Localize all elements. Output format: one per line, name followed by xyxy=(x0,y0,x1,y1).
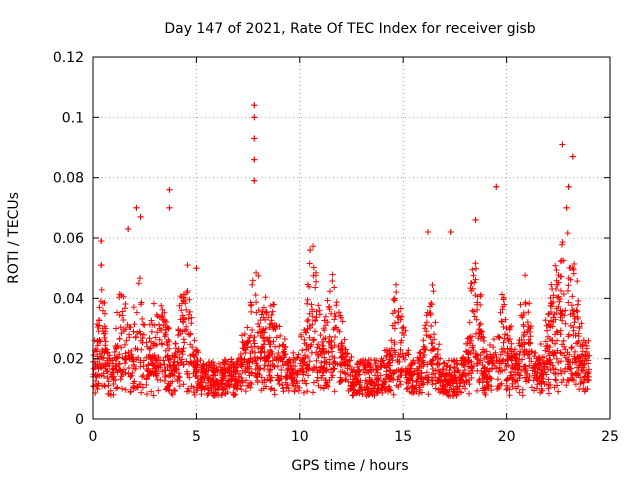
roti-outlier-point xyxy=(493,183,500,190)
roti-outlier-point xyxy=(125,225,132,232)
data-points xyxy=(90,102,593,399)
y-tick-label: 0.1 xyxy=(62,110,84,126)
roti-outlier-point xyxy=(447,228,454,235)
x-tick-label: 0 xyxy=(89,429,98,445)
roti-outlier-point xyxy=(569,153,576,160)
roti-outlier-point xyxy=(166,204,173,211)
y-axis-label: ROTI / TECUs xyxy=(6,192,22,284)
roti-outlier-point xyxy=(98,238,105,245)
roti-outlier-point xyxy=(251,135,258,142)
roti-point-cloud xyxy=(90,102,593,399)
x-tick-label: 15 xyxy=(394,429,412,445)
y-tick-label: 0.08 xyxy=(53,171,84,187)
roti-outlier-point xyxy=(166,186,173,193)
roti-outlier-point xyxy=(563,204,570,211)
roti-outlier-point xyxy=(425,228,432,235)
roti-outlier-point xyxy=(137,213,144,220)
x-tick-label: 10 xyxy=(291,429,309,445)
roti-outlier-point xyxy=(565,183,572,190)
grid-lines xyxy=(93,57,610,419)
y-tick-label: 0 xyxy=(75,412,84,428)
x-axis-label: GPS time / hours xyxy=(291,458,408,474)
axes-ticks: 0 5 10 15 20 25 0 0.02 0.04 0.06 0.08 0.1 0.12 xyxy=(53,50,619,445)
roti-outlier-point xyxy=(472,216,479,223)
roti-outlier-point xyxy=(193,265,200,272)
roti-outlier-point xyxy=(307,247,314,254)
roti-outlier-point xyxy=(559,141,566,148)
roti-outlier-point xyxy=(98,262,105,269)
y-tick-label: 0.06 xyxy=(53,231,84,247)
roti-outlier-point xyxy=(251,114,258,121)
roti-outlier-point xyxy=(251,156,258,163)
roti-outlier-point xyxy=(133,204,140,211)
x-tick-label: 5 xyxy=(192,429,201,445)
roti-outlier-point xyxy=(251,102,258,109)
x-tick-label: 25 xyxy=(601,429,619,445)
y-tick-label: 0.04 xyxy=(53,291,84,307)
y-tick-label: 0.12 xyxy=(53,50,84,66)
roti-outlier-point xyxy=(251,177,258,184)
x-tick-label: 20 xyxy=(498,429,516,445)
y-tick-label: 0.02 xyxy=(53,352,84,368)
chart-title: Day 147 of 2021, Rate Of TEC Index for r… xyxy=(164,21,535,37)
